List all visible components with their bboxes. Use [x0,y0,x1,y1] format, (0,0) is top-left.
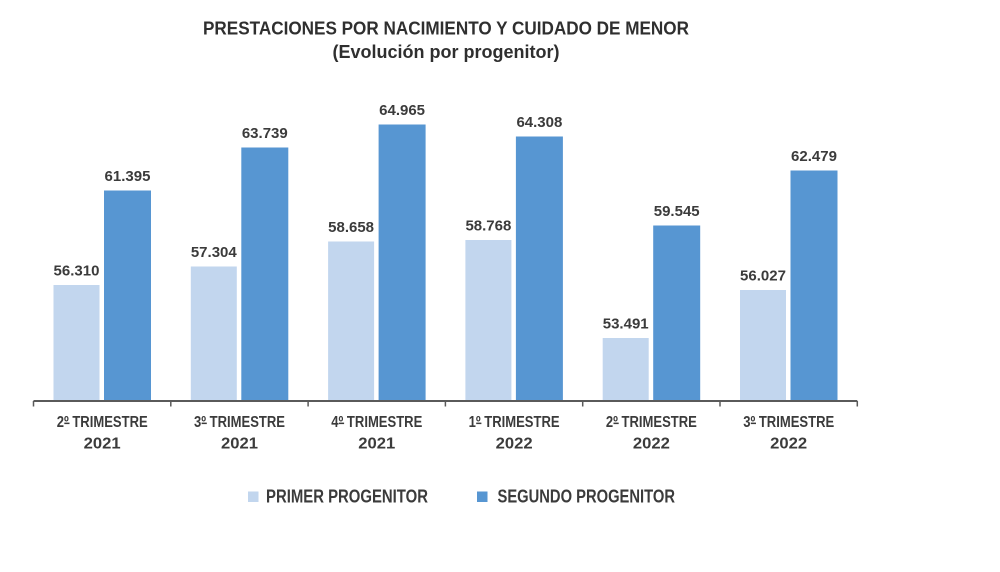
svg-text:56.027: 56.027 [740,268,786,285]
svg-text:64.308: 64.308 [516,114,562,131]
svg-text:2º TRIMESTRE: 2º TRIMESTRE [606,414,697,431]
svg-text:2º TRIMESTRE: 2º TRIMESTRE [57,414,148,431]
svg-text:58.768: 58.768 [465,218,511,235]
svg-text:SEGUNDO PROGENITOR: SEGUNDO PROGENITOR [498,487,676,507]
svg-text:58.658: 58.658 [328,219,374,236]
svg-text:PRESTACIONES POR NACIMIENTO Y: PRESTACIONES POR NACIMIENTO Y CUIDADO DE… [203,17,689,38]
svg-text:2022: 2022 [770,436,807,453]
svg-text:56.310: 56.310 [54,263,100,280]
svg-text:2022: 2022 [496,436,533,453]
svg-text:59.545: 59.545 [654,203,700,220]
svg-text:62.479: 62.479 [791,148,837,165]
svg-text:2022: 2022 [633,436,670,453]
svg-text:PRIMER PROGENITOR: PRIMER PROGENITOR [266,487,428,507]
svg-text:63.739: 63.739 [242,125,288,142]
svg-text:2021: 2021 [84,436,121,453]
svg-text:2021: 2021 [358,436,395,453]
svg-text:3º TRIMESTRE: 3º TRIMESTRE [194,414,285,431]
svg-text:3º TRIMESTRE: 3º TRIMESTRE [743,414,834,431]
svg-text:4º TRIMESTRE: 4º TRIMESTRE [331,414,422,431]
svg-text:2021: 2021 [221,436,258,453]
svg-text:61.395: 61.395 [105,168,151,185]
svg-text:1º TRIMESTRE: 1º TRIMESTRE [469,414,560,431]
svg-text:64.965: 64.965 [379,102,425,119]
svg-text:57.304: 57.304 [191,244,238,261]
svg-text:(Evolución por progenitor): (Evolución por progenitor) [333,41,560,62]
svg-text:53.491: 53.491 [603,316,649,333]
